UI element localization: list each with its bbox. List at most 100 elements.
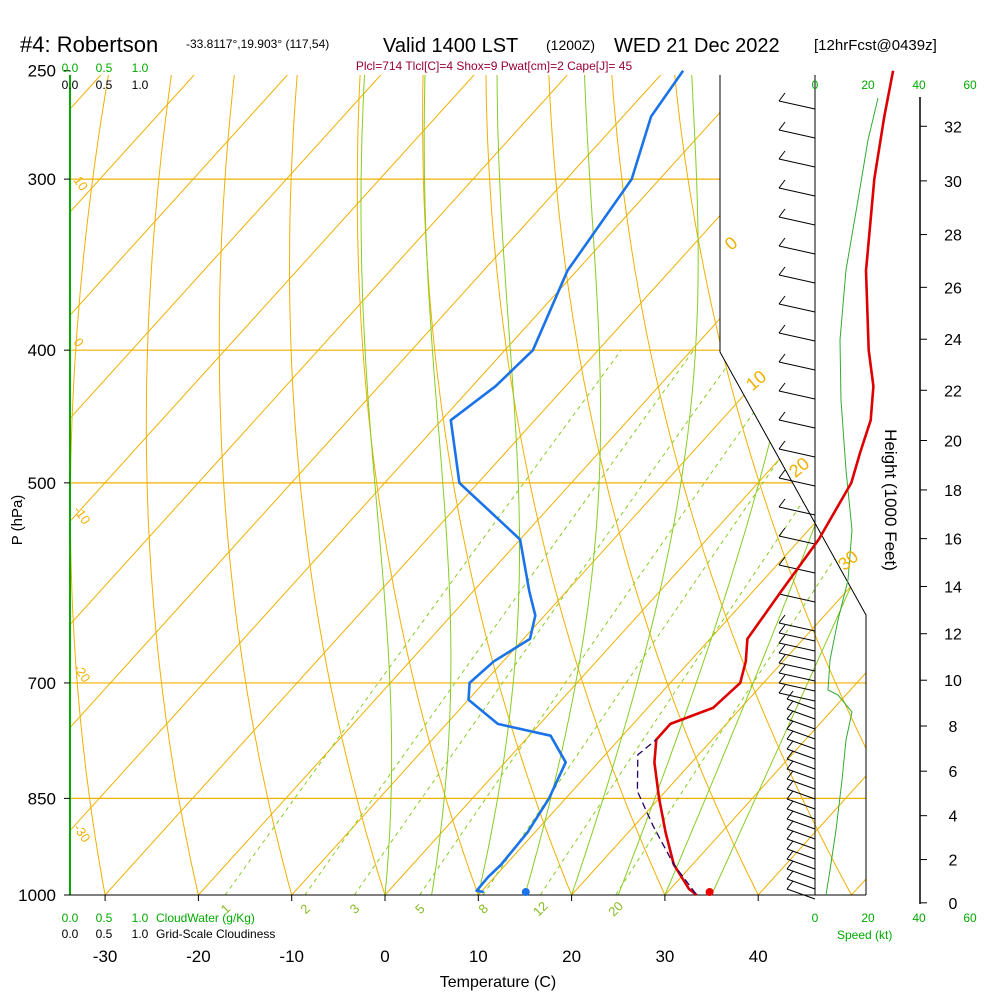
upper-temp-label: 30 xyxy=(834,546,862,574)
pressure-tick-label: 700 xyxy=(28,674,56,693)
mixing-ratio-line xyxy=(305,350,694,895)
wind-barb xyxy=(779,683,815,691)
wind-barb xyxy=(779,633,815,641)
wind-barb xyxy=(779,673,815,681)
pressure-tick-label: 500 xyxy=(28,474,56,493)
mixing-ratio-line xyxy=(354,350,738,895)
isotherm-label: -30 xyxy=(71,821,94,845)
height-tick-label: 24 xyxy=(944,332,962,349)
height-tick-label: 18 xyxy=(944,483,962,500)
wind-barb xyxy=(779,130,815,138)
mixing-ratio-line xyxy=(420,350,798,895)
wind-barb-flag xyxy=(779,296,785,304)
wind-barb-flag xyxy=(779,122,785,130)
chart-title: #4: Robertson xyxy=(20,32,158,57)
dry-adiabat-line xyxy=(982,46,1000,924)
speed-tick-label: 20 xyxy=(861,78,875,92)
wind-barb-flag xyxy=(779,180,785,188)
height-tick-label: 20 xyxy=(944,434,962,451)
wind-barb xyxy=(779,420,815,428)
indices: Plcl=714 Tlcl[C]=4 Shox=9 Pwat[cm]=2 Cap… xyxy=(356,59,633,73)
wind-barb-flag xyxy=(779,635,785,643)
x-axis-label: Temperature (C) xyxy=(440,974,556,991)
mixing-ratio-label: 8 xyxy=(475,901,491,917)
wind-barb-flag xyxy=(787,821,793,829)
dry-adiabat-line xyxy=(486,46,679,924)
cloudwater-tick-label: 1.0 xyxy=(132,61,149,75)
wind-barb-flag xyxy=(787,701,793,709)
isobars xyxy=(70,179,866,798)
isotherm-label: 0 xyxy=(71,335,87,350)
wind-barb-flag xyxy=(787,731,793,739)
cloudiness-tick-label: 0.5 xyxy=(96,927,113,941)
height-tick-label: 14 xyxy=(944,580,962,597)
speed-tick-label: 60 xyxy=(963,911,977,925)
wind-barb-flag xyxy=(787,801,793,809)
pressure-tick-label: 400 xyxy=(28,341,56,360)
wind-barb-flag xyxy=(787,781,793,789)
cloudiness-tick-label: 0.0 xyxy=(62,927,79,941)
wind-barb-flag xyxy=(779,625,785,633)
pressure-tick-label: 850 xyxy=(28,789,56,808)
cloudwater-tick-label: 0.0 xyxy=(62,61,79,75)
wind-barb-flag xyxy=(787,881,793,889)
temperature-tick-label: 20 xyxy=(562,947,581,966)
wind-barb-flag xyxy=(779,383,785,391)
height-tick-label: 6 xyxy=(949,764,958,781)
isotherm-line xyxy=(572,75,1000,895)
wind-barb-flag xyxy=(779,412,785,420)
pressure-tick-label: 250 xyxy=(28,62,56,81)
isotherm-label: -20 xyxy=(71,661,94,685)
isotherm-line xyxy=(0,75,567,895)
wind-barb-flag xyxy=(779,665,785,673)
wind-barb-flag xyxy=(779,93,785,101)
wind-barb xyxy=(779,101,815,109)
cloudwater-tick-label: 0.5 xyxy=(96,61,113,75)
wind-barb xyxy=(779,217,815,225)
height-tick-label: 2 xyxy=(949,853,958,870)
mixing-ratio-label: 5 xyxy=(412,901,428,917)
speed-tick-label: 0 xyxy=(812,911,819,925)
speed-tick-label: 40 xyxy=(912,78,926,92)
cloudiness-tick-label: 1.0 xyxy=(132,927,149,941)
plot-boundary xyxy=(720,75,866,895)
isotherm-line xyxy=(0,75,381,895)
isotherm-line xyxy=(198,75,940,895)
height-axis-label: Height (1000 Feet) xyxy=(881,429,900,571)
forecast: [12hrFcst@0439z] xyxy=(814,37,937,54)
speed-tick-label: 60 xyxy=(963,78,977,92)
valid-time: Valid 1400 LST xyxy=(383,35,518,57)
isotherm-line xyxy=(385,75,1000,895)
height-tick-label: 8 xyxy=(949,719,958,736)
mixing-ratio-label: 3 xyxy=(347,901,363,917)
upper-temp-label: 0 xyxy=(721,233,742,255)
isotherm-line xyxy=(0,75,8,895)
wind-barb-flag xyxy=(787,741,793,749)
speed-tick-label: 0 xyxy=(812,78,819,92)
temperature-tick-label: 30 xyxy=(655,947,674,966)
wind-barb xyxy=(779,391,815,399)
wind-barb-flag xyxy=(779,325,785,333)
wind-barb xyxy=(779,304,815,312)
speed-tick-label: 20 xyxy=(861,911,875,925)
wind-barb-flag xyxy=(779,675,785,683)
dry-adiabat-line xyxy=(610,46,868,924)
wind-barb-flag xyxy=(787,811,793,819)
wind-barb-flag xyxy=(779,267,785,275)
height-tick-label: 10 xyxy=(944,673,962,690)
height-tick-label: 26 xyxy=(944,280,962,297)
isotherm-line xyxy=(105,75,847,895)
cloudwater-label: CloudWater (g/Kg) xyxy=(156,911,255,925)
wind-barb xyxy=(779,362,815,370)
speed-tick-label: 40 xyxy=(912,911,926,925)
wind-barb xyxy=(779,663,815,671)
location: -33.8117°,19.903° (117,54) xyxy=(186,37,329,51)
cloudiness-tick-label: 1.0 xyxy=(132,78,149,92)
height-tick-label: 22 xyxy=(944,383,962,400)
wind-barb xyxy=(779,693,815,701)
wind-barb xyxy=(779,623,815,631)
